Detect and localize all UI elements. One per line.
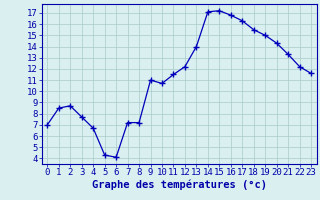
X-axis label: Graphe des températures (°c): Graphe des températures (°c): [92, 180, 267, 190]
